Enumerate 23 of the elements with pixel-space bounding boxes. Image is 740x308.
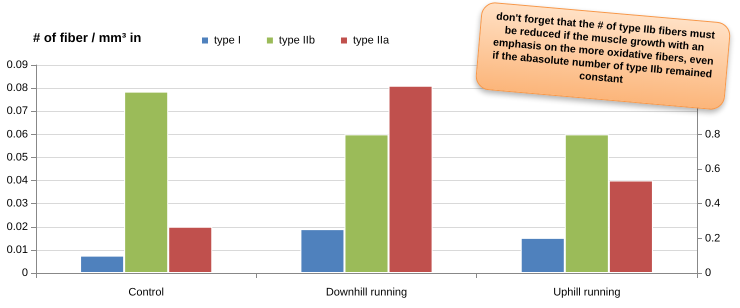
y2-tick-label: 0.2 [705, 232, 720, 244]
y-tick-label: 0.06 [6, 128, 28, 140]
y-tick-label: 0.08 [6, 82, 28, 94]
x-tick-label: Uphill running [553, 286, 620, 298]
y2-tick-label: 0.8 [705, 128, 720, 140]
x-tick-label: Downhill running [326, 286, 408, 298]
y-tick-label: 0.03 [6, 198, 28, 210]
y-tick-label: 0.04 [6, 174, 28, 187]
y-tick-label: 0 [22, 267, 28, 279]
chart-title: # of fiber / mm³ in [33, 30, 142, 45]
legend-label: type IIb [278, 34, 315, 46]
y2-tick-label: 0.4 [705, 198, 720, 210]
y2-tick-label: 0 [705, 267, 712, 279]
legend-label: type I [214, 34, 241, 46]
y-tick-label: 0.05 [6, 151, 28, 164]
legend-label: type IIa [352, 34, 390, 46]
annotation: don't forget that the # of type IIb fibers must be reduced if the muscle growth with an emphasis on the more oxidative fibers, even if the abasolute number of type IIb remained constant [490, 10, 716, 88]
y-tick-label: 0.07 [6, 105, 28, 118]
y-tick-label: 0.02 [6, 220, 28, 233]
y-tick-label: 0.01 [6, 244, 28, 256]
y-tick-label: 0.09 [6, 59, 28, 71]
y2-tick-label: 0.6 [705, 163, 720, 175]
x-tick-label: Control [128, 286, 164, 298]
